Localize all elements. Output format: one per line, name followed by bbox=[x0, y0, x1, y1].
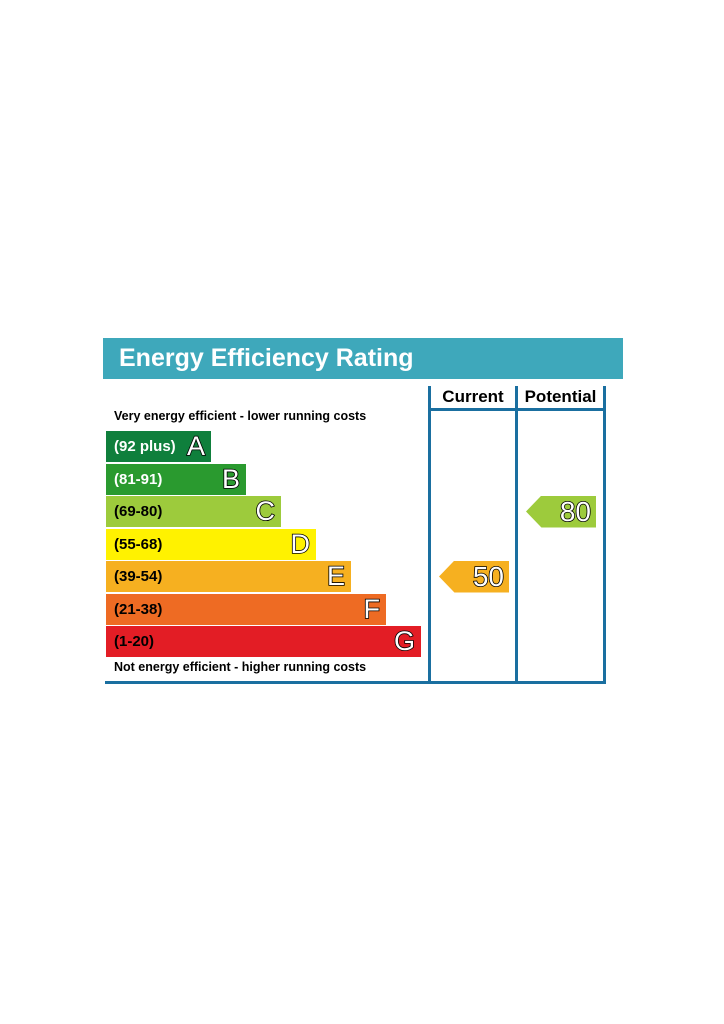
band-f: (21-38) F bbox=[106, 593, 386, 625]
band-b: (81-91) B bbox=[106, 463, 246, 495]
band-c: (69-80) C bbox=[106, 495, 281, 527]
band-letter: G bbox=[393, 625, 416, 657]
bottom-note: Not energy efficient - higher running co… bbox=[114, 660, 367, 674]
band-range-label: (92 plus) bbox=[114, 438, 176, 455]
frame-header-line bbox=[428, 408, 606, 411]
band-letter: D bbox=[290, 528, 311, 560]
frame-divider-mid bbox=[515, 386, 518, 684]
top-note: Very energy efficient - lower running co… bbox=[114, 409, 367, 423]
potential-rating-arrow: 80 bbox=[526, 495, 596, 528]
frame-bottom-line bbox=[105, 681, 606, 684]
chart-title: Energy Efficiency Rating bbox=[119, 344, 414, 372]
frame-divider-left bbox=[428, 386, 431, 684]
current-rating-value: 50 bbox=[472, 560, 505, 593]
band-range-label: (39-54) bbox=[114, 568, 163, 585]
band-range-label: (1-20) bbox=[114, 633, 155, 650]
band-letter: B bbox=[221, 463, 241, 495]
band-range-label: (21-38) bbox=[114, 600, 163, 618]
band-range-label: (69-80) bbox=[114, 503, 163, 520]
band-d: (55-68) D bbox=[106, 528, 316, 560]
band-letter: F bbox=[363, 593, 381, 625]
band-g: (1-20) G bbox=[106, 625, 421, 657]
band-a: (92 plus) A bbox=[106, 430, 211, 462]
band-range-label: (81-91) bbox=[114, 470, 163, 488]
current-column-header: Current bbox=[442, 387, 504, 406]
frame-divider-right bbox=[603, 386, 606, 684]
potential-column-header: Potential bbox=[524, 387, 597, 406]
band-e: (39-54) E bbox=[106, 560, 351, 592]
band-letter: A bbox=[186, 430, 206, 462]
band-range-label: (55-68) bbox=[114, 535, 163, 553]
band-letter: C bbox=[255, 495, 276, 527]
rating-header: Energy Efficiency Rating bbox=[103, 338, 623, 379]
potential-rating-value: 80 bbox=[559, 495, 592, 528]
band-letter: E bbox=[326, 560, 346, 592]
current-rating-arrow: 50 bbox=[439, 560, 509, 593]
